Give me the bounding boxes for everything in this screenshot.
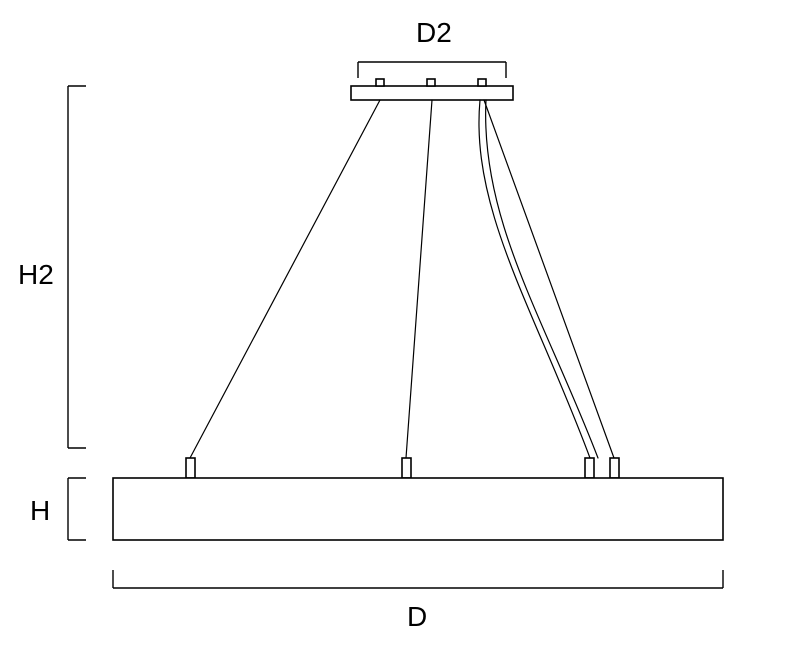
ceiling-knob-2 [478,79,486,86]
cable-connector-1 [402,458,411,478]
cable-connector-0 [186,458,195,478]
ceiling-knob-1 [427,79,435,86]
pendant-lamp-diagram: D2 D H H2 [0,0,800,646]
label-h2: H2 [18,259,54,290]
ceiling-plate [351,86,513,100]
cable-connector-3 [610,458,619,478]
lamp-body [113,478,723,540]
label-d: D [407,601,427,632]
label-h: H [30,495,50,526]
ceiling-knob-0 [376,79,384,86]
cable-connector-2 [585,458,594,478]
label-d2: D2 [416,17,452,48]
